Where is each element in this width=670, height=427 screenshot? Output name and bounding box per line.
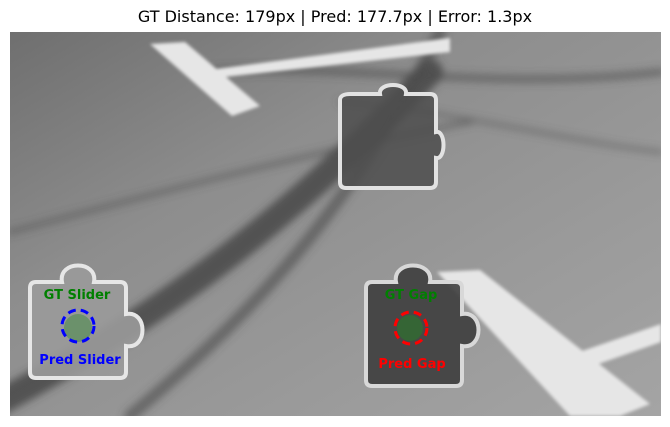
gt-slider-marker (64, 314, 92, 342)
chart-title: GT Distance: 179px | Pred: 177.7px | Err… (137, 7, 533, 26)
road-markings (150, 38, 661, 416)
pred-gap-label: Pred Gap (378, 357, 445, 372)
captcha-scene: GT Slider Pred Slider GT Gap Pred Gap (10, 32, 661, 416)
gt-gap-label: GT Gap (385, 288, 438, 303)
gt-slider-label: GT Slider (44, 288, 111, 303)
slider-puzzle-piece (28, 263, 145, 380)
pred-slider-marker (60, 308, 96, 344)
gt-gap-marker (397, 315, 423, 341)
puzzle-piece-icon (338, 83, 446, 190)
target-puzzle-piece (338, 83, 446, 190)
pred-slider-label: Pred Slider (39, 353, 121, 368)
pred-gap-marker (393, 310, 429, 346)
gap-puzzle-piece (364, 263, 481, 388)
